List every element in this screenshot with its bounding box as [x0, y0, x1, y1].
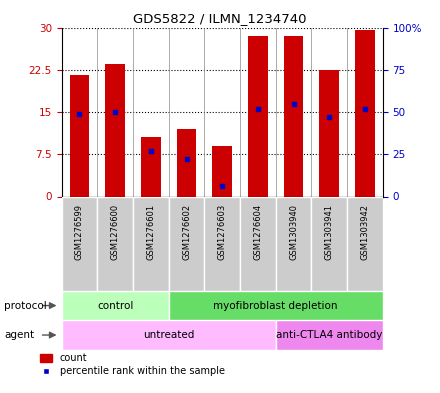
Text: GSM1303942: GSM1303942 — [360, 204, 370, 260]
Bar — [204, 196, 240, 291]
Text: untreated: untreated — [143, 330, 194, 340]
Bar — [177, 129, 196, 196]
Bar — [248, 36, 268, 197]
Bar — [312, 196, 347, 291]
Text: GSM1276602: GSM1276602 — [182, 204, 191, 260]
Bar — [319, 70, 339, 196]
Bar — [169, 196, 204, 291]
Text: myofibroblast depletion: myofibroblast depletion — [213, 301, 338, 310]
Text: protocol: protocol — [4, 301, 47, 310]
Text: GSM1276599: GSM1276599 — [75, 204, 84, 260]
Bar — [213, 146, 232, 196]
Bar — [240, 196, 276, 291]
Bar — [70, 75, 89, 196]
Bar — [141, 137, 161, 196]
Text: GSM1276600: GSM1276600 — [110, 204, 120, 260]
Bar — [355, 30, 375, 196]
Text: GSM1303941: GSM1303941 — [325, 204, 334, 260]
Bar — [276, 196, 312, 291]
Text: agent: agent — [4, 330, 34, 340]
Bar — [97, 196, 133, 291]
Bar — [105, 64, 125, 196]
Bar — [62, 320, 276, 350]
Legend: count, percentile rank within the sample: count, percentile rank within the sample — [40, 353, 224, 376]
Text: GDS5822 / ILMN_1234740: GDS5822 / ILMN_1234740 — [133, 12, 307, 25]
Bar — [284, 36, 304, 197]
Text: anti-CTLA4 antibody: anti-CTLA4 antibody — [276, 330, 382, 340]
Bar — [169, 291, 383, 320]
Bar — [62, 196, 97, 291]
Text: GSM1276604: GSM1276604 — [253, 204, 262, 260]
Bar — [62, 291, 169, 320]
Bar — [347, 196, 383, 291]
Text: GSM1303940: GSM1303940 — [289, 204, 298, 260]
Bar — [133, 196, 169, 291]
Text: control: control — [97, 301, 133, 310]
Text: GSM1276603: GSM1276603 — [218, 204, 227, 260]
Text: GSM1276601: GSM1276601 — [147, 204, 155, 260]
Bar — [276, 320, 383, 350]
